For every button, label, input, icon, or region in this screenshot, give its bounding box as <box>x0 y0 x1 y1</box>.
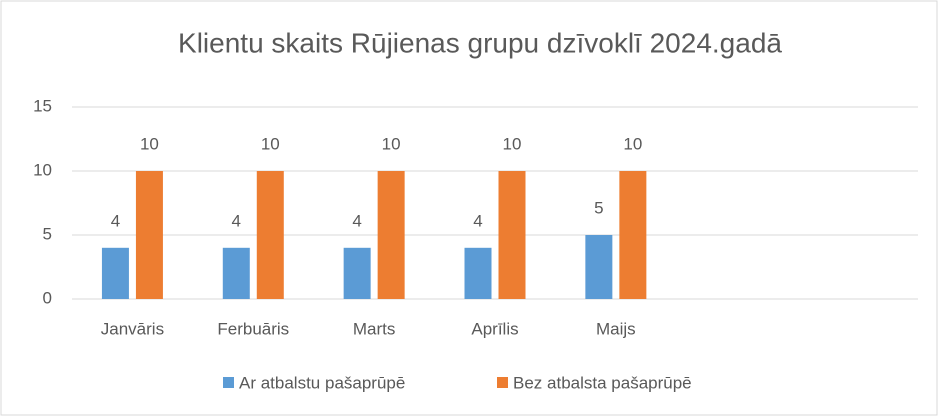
data-label: 10 <box>140 134 159 153</box>
data-label: 5 <box>594 198 603 217</box>
bar <box>256 171 284 299</box>
data-label: 10 <box>382 134 401 153</box>
data-label: 4 <box>473 211 482 230</box>
y-tick-label: 0 <box>43 288 52 307</box>
legend-swatch <box>497 377 508 388</box>
bar <box>135 171 163 299</box>
data-label: 4 <box>232 211 241 230</box>
y-tick-label: 15 <box>33 96 52 115</box>
x-tick-label: Marts <box>353 319 396 338</box>
x-tick-label: Ferbuāris <box>217 319 289 338</box>
y-tick-label: 5 <box>43 224 52 243</box>
data-label: 4 <box>352 211 361 230</box>
bar <box>222 247 250 299</box>
data-label: 10 <box>623 134 642 153</box>
bar <box>619 171 647 299</box>
bar <box>343 247 371 299</box>
x-tick-label: Aprīlis <box>471 319 518 338</box>
x-tick-label: Janvāris <box>101 319 164 338</box>
bar <box>377 171 405 299</box>
chart-title: Klientu skaits Rūjienas grupu dzīvoklī 2… <box>178 27 782 58</box>
data-label: 10 <box>261 134 280 153</box>
data-label: 4 <box>111 211 120 230</box>
x-tick-label: Maijs <box>596 319 636 338</box>
bar <box>585 235 613 299</box>
legend-swatch <box>223 377 234 388</box>
data-label: 10 <box>503 134 522 153</box>
y-tick-label: 10 <box>33 160 52 179</box>
legend-label: Bez atbalsta pašaprūpē <box>513 373 692 392</box>
bar <box>498 171 526 299</box>
bar <box>101 247 129 299</box>
bar <box>464 247 492 299</box>
legend-label: Ar atbalstu pašaprūpē <box>239 373 405 392</box>
